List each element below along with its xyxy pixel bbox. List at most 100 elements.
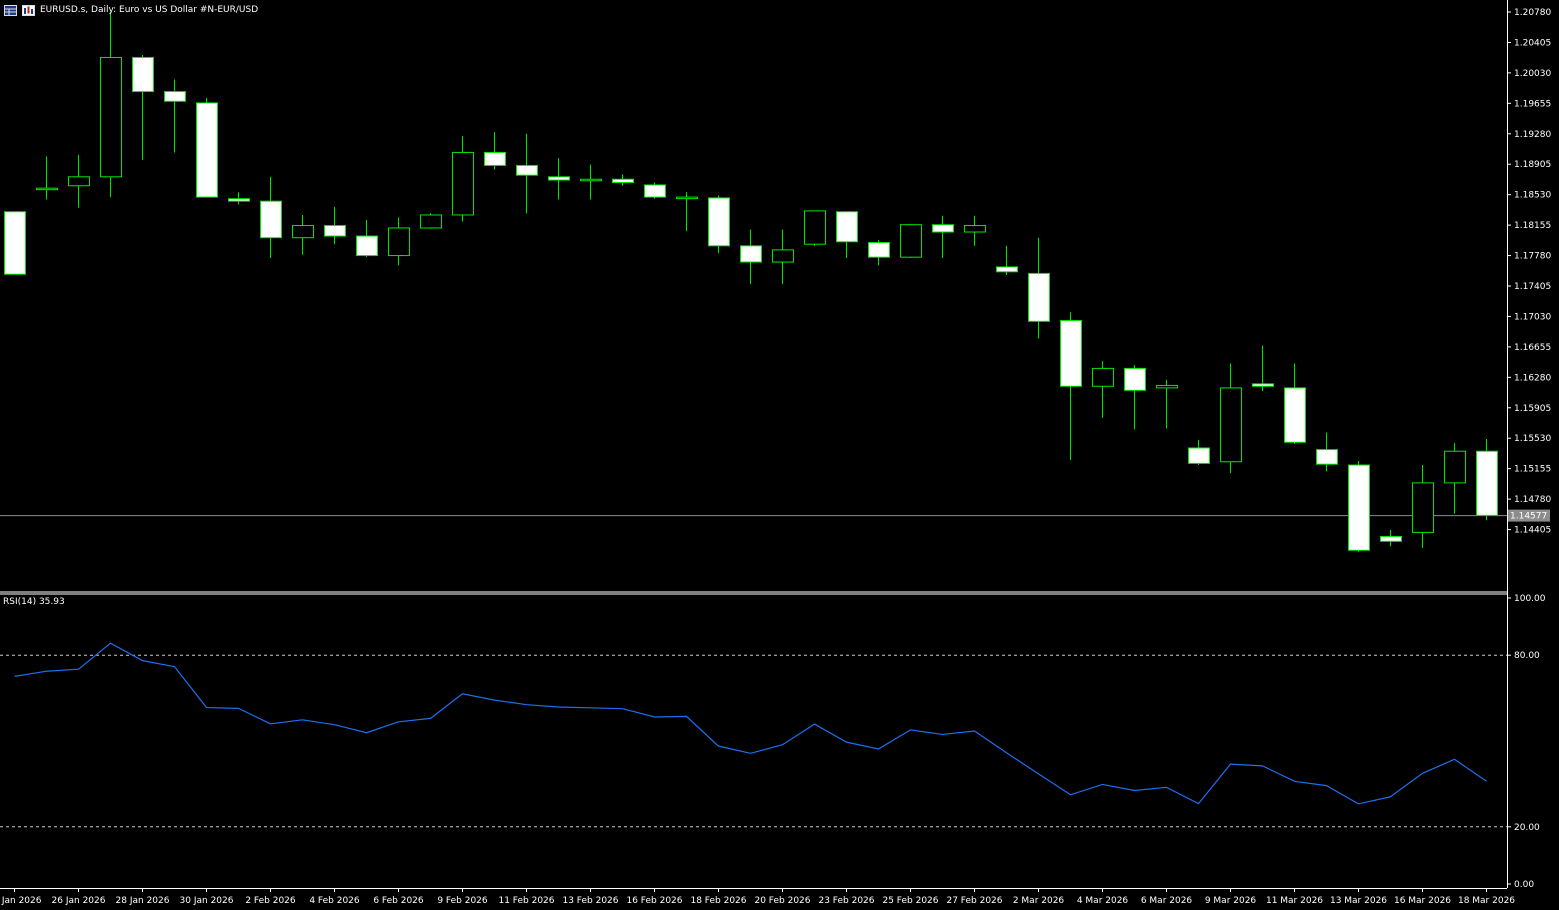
candle[interactable]: [132, 55, 154, 160]
candle[interactable]: [804, 210, 826, 246]
grid-window-icon[interactable]: [4, 4, 17, 16]
candle[interactable]: [1348, 460, 1370, 552]
bull-candle-body: [900, 224, 922, 258]
rsi-indicator-pane[interactable]: [0, 642, 1507, 828]
candle[interactable]: [548, 158, 570, 200]
price-tick-label: 1.17405: [1514, 282, 1551, 292]
date-tick-label: 27 Feb 2026: [946, 896, 1002, 906]
price-tick-label: 1.20030: [1514, 69, 1551, 79]
candle[interactable]: [740, 229, 762, 284]
price-tick-label: 1.18530: [1514, 191, 1551, 201]
bear-candle-body: [1252, 383, 1274, 387]
date-tick-label: 13 Mar 2026: [1330, 896, 1387, 906]
candle[interactable]: [1092, 361, 1114, 418]
bear-candle-body: [260, 200, 282, 239]
candle[interactable]: [1252, 345, 1274, 392]
price-tick-label: 1.18905: [1514, 160, 1551, 170]
candle[interactable]: [964, 215, 986, 246]
bear-candle-body: [164, 91, 186, 102]
bull-candle-body: [1412, 482, 1434, 533]
date-tick-label: 6 Mar 2026: [1141, 896, 1193, 906]
candle[interactable]: [900, 223, 922, 258]
bull-candle-body: [1156, 384, 1178, 389]
candle[interactable]: [772, 229, 794, 284]
candle[interactable]: [1060, 312, 1082, 461]
price-tick-label: 1.15530: [1514, 434, 1551, 444]
rsi-tick-label: 80.00: [1514, 651, 1540, 661]
candle[interactable]: [388, 217, 410, 266]
candle[interactable]: [292, 214, 314, 255]
candle[interactable]: [612, 174, 634, 186]
candle[interactable]: [324, 206, 346, 245]
bear-candle-body: [1188, 447, 1210, 464]
date-tick-label: 18 Feb 2026: [690, 896, 746, 906]
date-tick-label: 9 Feb 2026: [437, 896, 488, 906]
candle[interactable]: [1188, 439, 1210, 466]
price-tick-label: 1.16280: [1514, 373, 1551, 383]
candle[interactable]: [932, 215, 954, 258]
bear-candle-body: [836, 211, 858, 243]
candle[interactable]: [1220, 363, 1242, 474]
candle[interactable]: [1284, 363, 1306, 444]
bear-candle-body: [228, 198, 250, 202]
candle[interactable]: [484, 132, 506, 170]
candle[interactable]: [1412, 465, 1434, 548]
candle[interactable]: [196, 98, 218, 198]
candle[interactable]: [580, 164, 602, 200]
chart-window-icon[interactable]: [22, 4, 35, 16]
date-tick-label: 23 Feb 2026: [818, 896, 874, 906]
bull-candle-body: [1220, 387, 1242, 463]
price-pane[interactable]: [0, 12, 1507, 552]
candle[interactable]: [4, 211, 26, 275]
price-tick-label: 1.20405: [1514, 38, 1551, 48]
candle[interactable]: [836, 211, 858, 258]
current-price-tag: [1508, 509, 1550, 522]
price-tick-label: 1.19655: [1514, 99, 1551, 109]
bull-candle-body: [36, 187, 58, 191]
bear-candle-body: [996, 266, 1018, 273]
price-tick-label: 1.18155: [1514, 221, 1551, 231]
candle[interactable]: [228, 192, 250, 205]
bear-candle-body: [740, 245, 762, 263]
candle[interactable]: [708, 195, 730, 254]
candle[interactable]: [868, 240, 890, 266]
bear-candle-body: [132, 56, 154, 93]
date-tick-label: 28 Jan 2026: [116, 896, 170, 906]
bear-candle-body: [1060, 320, 1082, 387]
candle[interactable]: [1124, 365, 1146, 430]
candle[interactable]: [420, 213, 442, 229]
candle[interactable]: [356, 219, 378, 258]
candle[interactable]: [996, 245, 1018, 276]
date-tick-label: 11 Mar 2026: [1266, 896, 1323, 906]
candle[interactable]: [164, 79, 186, 153]
candle[interactable]: [100, 12, 122, 198]
candle[interactable]: [1316, 432, 1338, 472]
chart-title-bar: EURUSD.s, Daily: Euro vs US Dollar #N-EU…: [4, 3, 258, 17]
bear-candle-body: [548, 176, 570, 181]
candle[interactable]: [452, 136, 474, 222]
date-tick-label: 23 Jan 2026: [0, 896, 42, 906]
candle[interactable]: [1380, 529, 1402, 547]
candle[interactable]: [1476, 439, 1498, 521]
bear-candle-body: [1028, 272, 1050, 322]
candle[interactable]: [516, 133, 538, 214]
candle[interactable]: [36, 156, 58, 200]
date-tick-label: 2 Mar 2026: [1013, 896, 1065, 906]
candle[interactable]: [1028, 237, 1050, 339]
candle[interactable]: [260, 176, 282, 258]
candle[interactable]: [676, 192, 698, 232]
price-tick-label: 1.15905: [1514, 404, 1551, 414]
bull-candle-body: [580, 178, 602, 182]
bear-candle-body: [324, 225, 346, 237]
candle[interactable]: [1444, 443, 1466, 514]
candle[interactable]: [68, 154, 90, 208]
price-tick-label: 1.17780: [1514, 252, 1551, 262]
candle[interactable]: [1156, 379, 1178, 429]
bull-candle-body: [804, 210, 826, 245]
bear-candle-body: [644, 184, 666, 198]
rsi-label: RSI(14) 35.93: [3, 597, 65, 607]
candle[interactable]: [644, 182, 666, 199]
price-tick-label: 1.14405: [1514, 526, 1551, 536]
bull-candle-body: [772, 249, 794, 263]
